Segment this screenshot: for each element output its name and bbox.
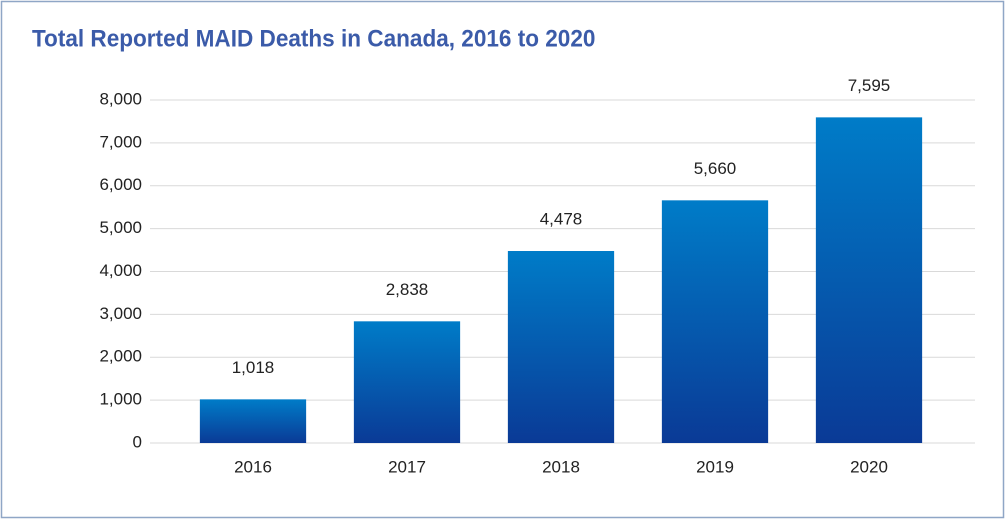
value-label: 2,838	[386, 280, 429, 299]
chart-title: Total Reported MAID Deaths in Canada, 20…	[32, 25, 595, 52]
y-tick-label: 3,000	[99, 304, 142, 323]
bar	[353, 321, 461, 443]
x-tick-label: 2016	[234, 457, 272, 476]
bar	[661, 200, 769, 443]
x-tick-label: 2018	[542, 457, 580, 476]
bar	[815, 117, 923, 443]
y-tick-label: 0	[133, 432, 142, 451]
y-tick-label: 8,000	[99, 89, 142, 108]
y-tick-label: 2,000	[99, 347, 142, 366]
y-tick-label: 1,000	[99, 390, 142, 409]
value-label: 7,595	[848, 76, 891, 95]
y-tick-label: 5,000	[99, 218, 142, 237]
bar	[507, 251, 615, 443]
x-tick-label: 2019	[696, 457, 734, 476]
value-label: 4,478	[540, 209, 583, 228]
bar	[199, 399, 307, 443]
value-label: 5,660	[694, 159, 737, 178]
x-tick-label: 2017	[388, 457, 426, 476]
x-tick-label: 2020	[850, 457, 888, 476]
y-tick-label: 7,000	[99, 132, 142, 151]
y-tick-label: 6,000	[99, 175, 142, 194]
value-label: 1,018	[232, 358, 275, 377]
y-tick-label: 4,000	[99, 261, 142, 280]
